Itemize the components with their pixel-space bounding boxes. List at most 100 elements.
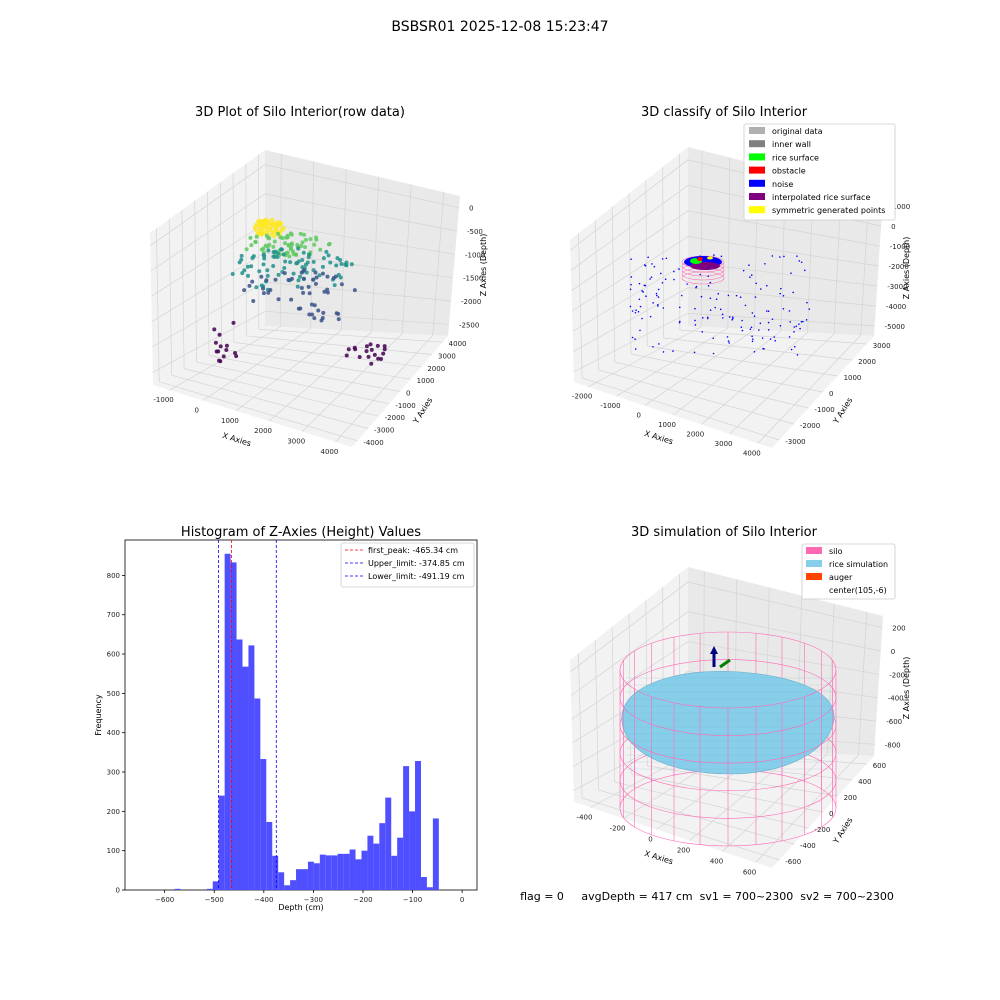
histogram-bar <box>284 885 291 890</box>
noise-point <box>751 312 754 314</box>
noise-point <box>649 315 652 318</box>
data-point <box>282 271 287 276</box>
noise-point <box>789 321 791 323</box>
noise-point <box>782 294 785 297</box>
symmetric-mark <box>707 256 713 260</box>
noise-point <box>709 281 712 284</box>
noise-point <box>771 318 774 321</box>
data-point <box>261 291 266 296</box>
data-point <box>303 237 308 242</box>
noise-point <box>727 294 730 297</box>
data-point <box>381 351 386 356</box>
noise-point <box>754 296 757 298</box>
histogram-bar <box>420 877 427 890</box>
data-point <box>307 312 312 317</box>
x-tick-label: 3000 <box>287 438 305 446</box>
histogram-bar <box>218 795 225 890</box>
legend-swatch <box>806 573 822 580</box>
data-point <box>254 234 259 239</box>
noise-point <box>732 317 734 320</box>
histogram-ylabel: Frequency <box>94 694 103 736</box>
simulation-auger <box>710 646 731 669</box>
noise-point <box>631 336 634 339</box>
histogram-bar <box>242 666 249 890</box>
noise-point <box>643 284 646 287</box>
noise-point <box>635 309 637 311</box>
noise-point <box>694 324 697 326</box>
noise-point <box>678 268 680 270</box>
data-point <box>346 347 351 352</box>
panel-classify-3d: 3D classify of Silo Interior -2000 -1000 0… <box>570 105 911 457</box>
noise-point <box>771 255 774 257</box>
noise-point <box>767 329 770 331</box>
data-point <box>234 354 239 359</box>
noise-point <box>790 272 792 275</box>
figure-suptitle: BSBSR01 2025-12-08 15:23:47 <box>391 19 608 35</box>
raw-tick-labels: -1000 0 1000 2000 3000 4000 -4000 -3000 -2000 -10… <box>153 205 485 456</box>
y-tick-label: 0 <box>829 810 833 818</box>
legend-label: Lower_limit: -491.19 cm <box>368 572 465 581</box>
data-point <box>267 236 272 241</box>
noise-point <box>641 317 643 320</box>
noise-point <box>796 255 798 257</box>
noise-point <box>735 294 738 297</box>
noise-point <box>744 304 747 307</box>
histogram-bar <box>296 869 302 890</box>
data-point <box>287 254 292 259</box>
simulation-legend: silo rice simulation auger center(105,-6) <box>801 543 896 600</box>
noise-point <box>695 286 697 289</box>
legend-swatch <box>749 153 765 161</box>
z-tick-label: 1000 <box>892 203 910 211</box>
noise-point <box>761 337 764 339</box>
noise-point <box>660 272 662 275</box>
data-point <box>352 345 357 350</box>
histogram-bar <box>230 562 237 890</box>
y-tick-label: -1000 <box>395 402 415 410</box>
data-point <box>369 347 374 352</box>
noise-point <box>750 274 753 276</box>
data-point <box>265 268 270 273</box>
data-point <box>307 291 312 296</box>
noise-point <box>788 336 791 338</box>
data-point <box>328 260 333 265</box>
noise-point <box>694 319 696 322</box>
data-point <box>250 256 255 261</box>
data-point <box>233 350 238 355</box>
interpolated-surface <box>690 262 720 270</box>
classify-scatter-points <box>629 254 811 356</box>
panel-histogram: Histogram of Z-Axies (Height) Values −60… <box>94 525 478 912</box>
data-point <box>217 358 222 363</box>
noise-point <box>650 276 653 278</box>
histogram-bar <box>361 850 368 890</box>
x-tick-label: 0 <box>648 836 652 844</box>
y-tick-label: 200 <box>107 808 120 816</box>
data-point <box>336 317 341 322</box>
panel-raw-3d: 3D Plot of Silo Interior(row data) -1000… <box>150 105 488 456</box>
data-point <box>283 259 288 264</box>
panel-raw-title: 3D Plot of Silo Interior(row data) <box>195 105 405 120</box>
data-point <box>376 356 381 361</box>
noise-point <box>694 307 696 310</box>
noise-point <box>779 324 782 327</box>
data-point <box>372 352 377 357</box>
data-point <box>289 276 294 281</box>
noise-point <box>769 338 772 340</box>
noise-point <box>707 275 710 277</box>
histogram-tick-labels: −600 −500 −400 −300 −200 −100 0 0 100 200 300 400 50… <box>107 572 465 904</box>
y-tick-label: -200 <box>814 826 830 834</box>
y-tick-label: -1000 <box>814 406 834 414</box>
noise-point <box>630 283 632 286</box>
noise-point <box>759 288 762 290</box>
noise-point <box>751 338 754 340</box>
noise-point <box>653 265 656 268</box>
y-tick-label: -400 <box>800 842 816 850</box>
legend-swatch <box>806 560 822 567</box>
simulation-silo-wireframe-front <box>619 669 837 847</box>
data-point <box>224 347 229 352</box>
simulation-title: 3D simulation of Silo Interior <box>631 525 818 540</box>
raw-scatter-points <box>212 217 387 366</box>
data-point <box>255 219 260 224</box>
x-tick-label: −200 <box>353 896 372 904</box>
data-point <box>298 231 303 236</box>
